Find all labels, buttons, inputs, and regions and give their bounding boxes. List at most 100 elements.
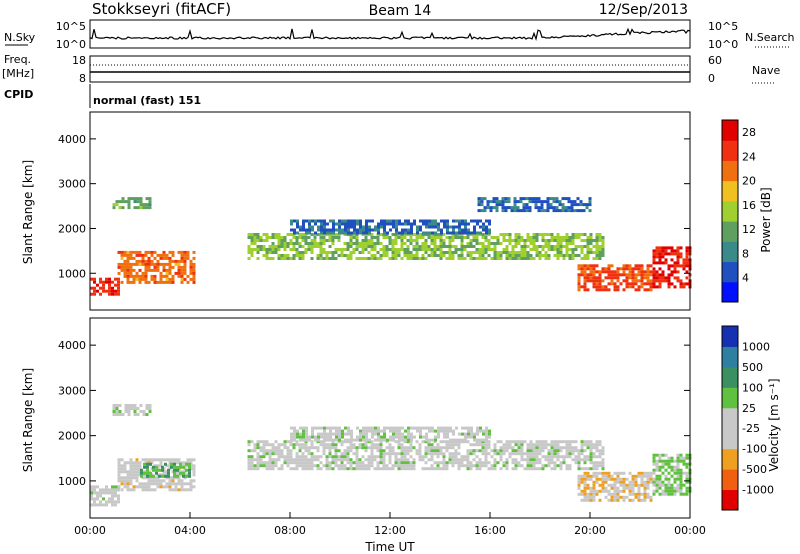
velocity-cell [262, 455, 266, 459]
power-cell [583, 276, 587, 280]
power-cell [553, 239, 557, 242]
velocity-cell [667, 465, 671, 469]
velocity-cell [667, 456, 671, 460]
velocity-cell [368, 429, 371, 433]
power-cell [177, 268, 181, 272]
power-cell [439, 254, 443, 257]
velocity-cell [397, 440, 401, 444]
power-cell [661, 261, 665, 265]
power-cell [262, 233, 266, 236]
power-cell [419, 219, 422, 223]
power-cell [559, 245, 563, 248]
power-cell [514, 239, 518, 242]
power-cell [317, 219, 320, 223]
power-cell [377, 228, 380, 232]
power-cell [329, 231, 332, 235]
velocity-cell [289, 440, 293, 444]
power-cell [341, 222, 344, 226]
power-cell [485, 225, 488, 229]
velocity-cell [316, 449, 320, 453]
velocity-cell [259, 458, 263, 462]
velocity-cell [514, 449, 518, 453]
power-cell [466, 251, 470, 254]
power-cell [439, 245, 443, 248]
velocity-cell [401, 435, 404, 439]
velocity-cell [311, 432, 314, 436]
velocity-cell [338, 432, 341, 436]
power-cell [274, 236, 278, 239]
power-cell [505, 233, 509, 236]
velocity-cell [179, 462, 182, 466]
power-cell [448, 242, 452, 245]
power-cell [490, 236, 494, 239]
power-cell [135, 274, 139, 278]
velocity-cell [299, 438, 302, 442]
power-cell [123, 271, 127, 275]
power-cell [505, 257, 509, 260]
velocity-cell [464, 438, 467, 442]
power-cell [373, 242, 377, 245]
power-cell [180, 253, 184, 257]
velocity-cell [658, 465, 662, 469]
velocity-colorbar-label: Velocity [m s⁻¹] [767, 378, 781, 471]
velocity-cell [673, 471, 677, 475]
power-cell [547, 248, 551, 251]
velocity-cell [634, 492, 638, 496]
velocity-cell [331, 443, 335, 447]
velocity-cell [436, 443, 440, 447]
power-cell [427, 248, 431, 251]
velocity-cell [135, 479, 139, 483]
power-cell [406, 257, 410, 260]
velocity-cell [484, 452, 488, 456]
power-cell [661, 270, 665, 274]
velocity-cell [484, 455, 488, 459]
power-cell [685, 270, 689, 274]
velocity-cell [346, 440, 350, 444]
velocity-cell [598, 471, 602, 475]
power-cell [361, 257, 365, 260]
velocity-region [112, 404, 152, 416]
velocity-cell [442, 452, 446, 456]
power-cell [495, 209, 499, 213]
velocity-cell [400, 449, 404, 453]
velocity-cell [535, 458, 539, 462]
power-cell [580, 264, 584, 268]
power-cell [622, 270, 626, 274]
power-cell [564, 209, 568, 213]
velocity-colorbar-swatch [722, 326, 738, 347]
velocity-cell [127, 413, 131, 416]
velocity-cell [577, 461, 581, 465]
velocity-cell [589, 461, 593, 465]
power-cell [516, 206, 520, 210]
power-cell [409, 257, 413, 260]
velocity-cell [148, 407, 152, 410]
velocity-cell [526, 443, 530, 447]
velocity-cell [517, 446, 521, 450]
velocity-cell [520, 440, 524, 444]
power-cell [189, 268, 193, 272]
power-cell [498, 203, 502, 207]
velocity-cell [265, 452, 269, 456]
velocity-cell [371, 426, 374, 430]
velocity-cell [253, 443, 257, 447]
power-cell [365, 228, 368, 232]
power-cell [307, 245, 311, 248]
power-cell [619, 273, 623, 277]
power-cell [667, 273, 671, 277]
velocity-cell [352, 467, 356, 471]
power-cell [595, 285, 599, 289]
nsearch-label: N.Search [745, 31, 795, 44]
velocity-cell [613, 486, 617, 490]
velocity-cell [323, 429, 326, 433]
power-cell [476, 222, 479, 226]
power-cell [247, 257, 251, 260]
velocity-cell [335, 435, 338, 439]
power-cell [440, 219, 443, 223]
velocity-cell [111, 491, 114, 495]
power-cell [361, 251, 365, 254]
power-cell [256, 251, 260, 254]
power-cell [537, 197, 541, 201]
velocity-cell [535, 443, 539, 447]
velocity-cell [439, 461, 443, 465]
power-cell [337, 236, 341, 239]
